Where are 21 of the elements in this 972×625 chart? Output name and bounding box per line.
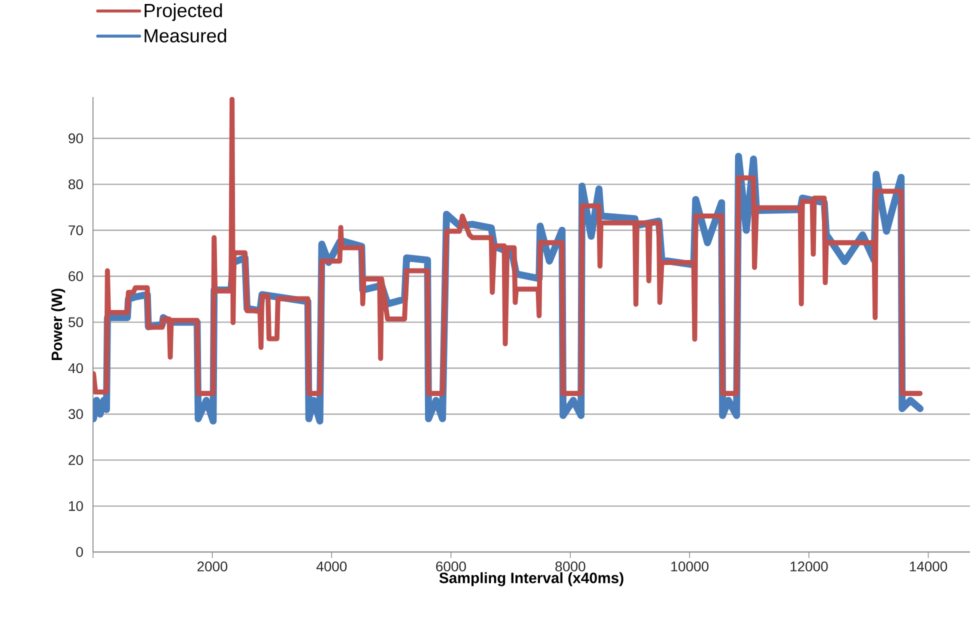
x-tick-label: 14000 xyxy=(910,562,948,572)
y-tick-label: 0 xyxy=(76,547,83,557)
x-tick-label: 2000 xyxy=(198,562,228,572)
y-tick-label: 60 xyxy=(68,271,83,282)
x-tick-label: 4000 xyxy=(316,562,347,572)
y-tick-label: 20 xyxy=(68,455,83,466)
y-tick-label: 80 xyxy=(68,179,83,190)
y-tick-label: 40 xyxy=(68,363,83,374)
y-axis-title: Power (W) xyxy=(51,288,66,360)
x-tick-label: 12000 xyxy=(790,562,828,572)
y-tick-label: 10 xyxy=(69,501,83,511)
legend-label: Measured xyxy=(144,28,226,42)
x-axis-title: Sampling Interval (x40ms) xyxy=(439,572,624,586)
y-tick-label: 30 xyxy=(68,409,83,420)
x-tick-label: 10000 xyxy=(671,562,708,572)
y-tick-label: 50 xyxy=(68,317,83,328)
x-tick-label: 6000 xyxy=(436,562,466,572)
legend-label: Projected xyxy=(144,3,222,21)
y-tick-label: 90 xyxy=(68,133,83,144)
x-tick-label: 8000 xyxy=(555,562,586,572)
y-tick-label: 70 xyxy=(68,225,83,236)
